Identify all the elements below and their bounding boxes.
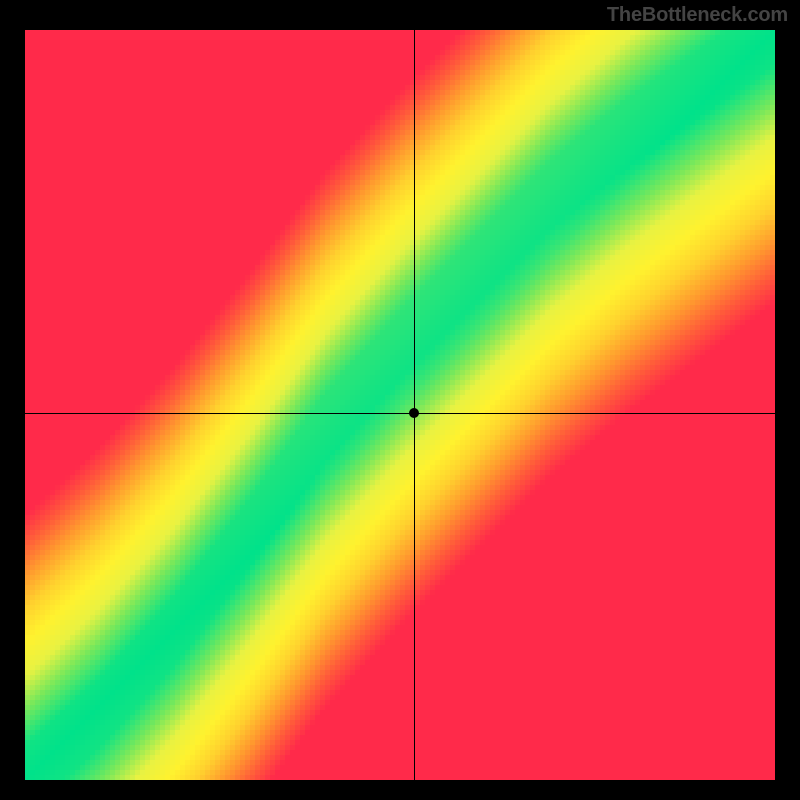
watermark-text: TheBottleneck.com [607, 4, 788, 27]
heatmap-canvas [25, 30, 775, 780]
center-marker [409, 408, 419, 418]
crosshair-horizontal [25, 413, 775, 414]
heatmap-plot [25, 30, 775, 780]
chart-container: TheBottleneck.com [0, 0, 800, 800]
crosshair-vertical [414, 30, 415, 780]
